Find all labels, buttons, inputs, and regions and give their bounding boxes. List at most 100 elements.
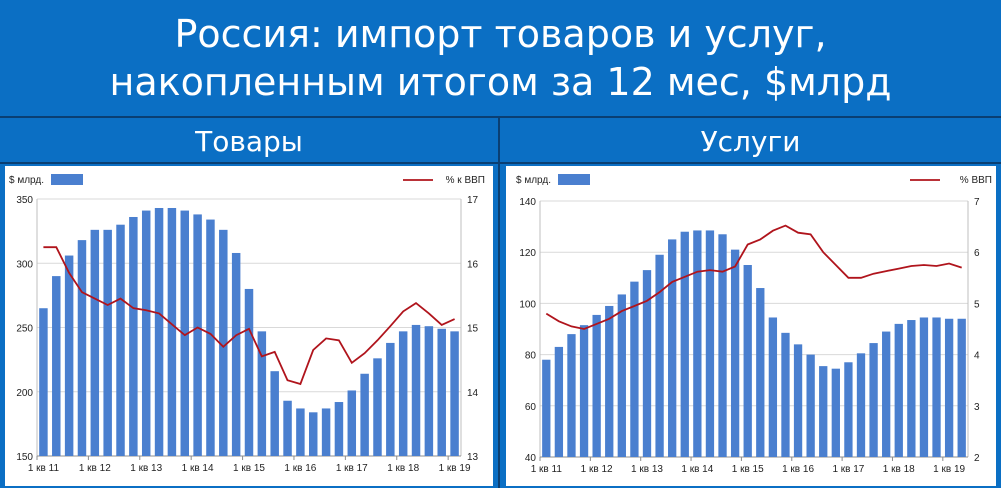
goods-y2-tick-label: 15	[467, 324, 479, 335]
goods-y-tick-label: 150	[16, 452, 33, 463]
goods-bar	[386, 342, 395, 456]
services-bar	[668, 239, 677, 457]
goods-bar	[450, 331, 459, 456]
services-y2-tick-label: 4	[974, 351, 980, 362]
services-y-tick-label: 100	[519, 299, 536, 310]
goods-y-tick-label: 300	[16, 259, 33, 270]
services-bar	[630, 281, 639, 457]
services-bar-legend-swatch	[558, 174, 590, 185]
services-x-tick-label: 1 кв 16	[782, 464, 814, 475]
goods-y-tick-label: 250	[16, 324, 33, 335]
services-bar	[781, 332, 790, 457]
services-bar	[856, 353, 866, 457]
title-divider	[0, 116, 1001, 118]
goods-bar	[206, 219, 215, 456]
services-bar	[655, 254, 664, 457]
services-bar	[730, 249, 740, 457]
goods-y-tick-label: 200	[16, 388, 33, 399]
services-y-tick-label: 80	[525, 351, 537, 362]
goods-x-tick-label: 1 кв 18	[387, 463, 419, 474]
goods-bar	[309, 412, 318, 456]
services-bar	[932, 317, 941, 457]
goods-x-tick-label: 1 кв 16	[284, 463, 316, 474]
title-line-2: накопленным итогом за 12 мес, $млрд	[109, 60, 892, 104]
goods-bar	[283, 400, 292, 456]
goods-bar	[296, 408, 305, 456]
goods-bar	[77, 240, 87, 456]
services-bar	[869, 343, 878, 457]
services-bar	[806, 354, 815, 457]
goods-bar	[180, 210, 189, 456]
goods-y2-tick-label: 16	[467, 259, 479, 270]
goods-y2-tick-label: 13	[467, 452, 479, 463]
services-y2-tick-label: 5	[974, 299, 980, 310]
services-y-tick-label: 60	[525, 402, 537, 413]
services-panel-title: Услуги	[700, 125, 801, 158]
services-bar	[894, 323, 903, 457]
goods-bar	[257, 331, 267, 456]
goods-bar	[347, 390, 357, 456]
goods-bar	[244, 288, 254, 456]
goods-bar	[90, 229, 100, 456]
goods-bar	[373, 358, 382, 456]
services-y2-tick-label: 2	[974, 453, 980, 464]
services-bar	[907, 320, 916, 457]
services-line-series	[545, 224, 962, 330]
goods-y2-tick-label: 17	[467, 195, 479, 206]
services-bar	[605, 305, 614, 457]
services-bar	[718, 234, 727, 457]
goods-y2-tick-label: 14	[467, 388, 479, 399]
goods-line-series	[43, 246, 455, 386]
goods-bar	[103, 229, 112, 456]
goods-bar	[360, 373, 369, 456]
goods-x-tick-label: 1 кв 13	[130, 463, 162, 474]
services-bar	[768, 317, 778, 457]
services-y-tick-label: 40	[525, 453, 537, 464]
services-y2-tick-label: 6	[974, 248, 980, 259]
services-x-tick-label: 1 кв 17	[832, 464, 864, 475]
goods-chart-svg: 150 200 250 300 350 13 14 15 16 17 1 кв 11 1 кв 12 1…	[9, 174, 485, 474]
services-x-tick-label: 1 кв 18	[883, 464, 915, 475]
goods-bar	[129, 216, 138, 456]
goods-bar	[154, 207, 164, 456]
services-x-tick-label: 1 кв 19	[933, 464, 965, 475]
services-x-tick-label: 1 кв 13	[631, 464, 663, 475]
services-x-tick-label: 1 кв 14	[681, 464, 713, 475]
goods-bar	[193, 214, 202, 456]
goods-bar	[411, 324, 421, 456]
goods-x-tick-label: 1 кв 19	[439, 463, 471, 474]
goods-bar	[64, 255, 74, 456]
goods-bar	[424, 326, 434, 456]
goods-line-legend-label: % к ВВП	[446, 175, 485, 186]
goods-bar	[219, 229, 228, 456]
services-chart: 40 60 80 100 120 140 2 3 4 5 6 7 1 кв 11 1 кв 12 1 кв …	[506, 166, 996, 486]
goods-bar	[39, 308, 48, 456]
services-bar	[919, 317, 929, 457]
goods-x-tick-label: 1 кв 12	[79, 463, 111, 474]
goods-y-tick-label: 350	[16, 195, 33, 206]
services-bar	[680, 231, 689, 457]
services-bar	[579, 325, 589, 457]
services-y2-tick-label: 3	[974, 402, 980, 413]
goods-x-tick-label: 1 кв 11	[28, 463, 60, 474]
services-bar	[642, 270, 652, 457]
title-line-1: Россия: импорт товаров и услуг,	[174, 12, 827, 56]
goods-bar	[116, 224, 125, 456]
panel-title-divider	[0, 162, 1001, 164]
services-y-tick-label: 140	[519, 197, 536, 208]
goods-bar	[167, 207, 177, 456]
services-bar	[831, 368, 840, 457]
services-bar	[844, 362, 853, 457]
goods-bar	[52, 276, 61, 456]
goods-panel-title: Товары	[195, 125, 303, 158]
services-y-tick-label: 120	[519, 248, 536, 259]
goods-chart: 150 200 250 300 350 13 14 15 16 17 1 кв 11 1 кв 12 1…	[5, 166, 493, 486]
services-bar	[693, 230, 702, 457]
goods-x-tick-label: 1 кв 14	[182, 463, 214, 474]
goods-bar	[321, 408, 331, 456]
goods-bar	[334, 402, 344, 456]
goods-bar-legend-swatch	[51, 174, 83, 185]
services-bar	[756, 288, 765, 457]
goods-bar	[231, 252, 241, 456]
goods-bar	[270, 371, 279, 456]
